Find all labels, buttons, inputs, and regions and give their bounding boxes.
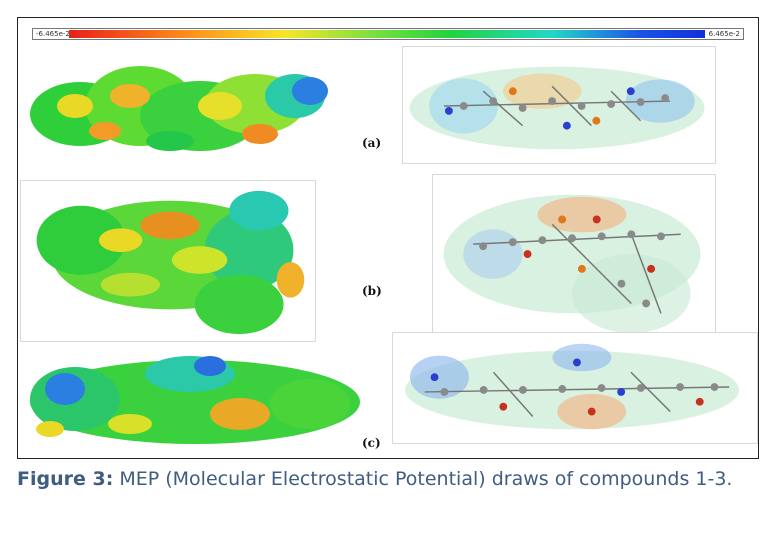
scale-min-label: -6.465e-2 bbox=[36, 30, 70, 38]
figure-frame: -6.465e-2 6.465e-2 bbox=[17, 17, 759, 459]
panel-label-a: (a) bbox=[362, 136, 382, 150]
panel-label-b: (b) bbox=[362, 284, 382, 298]
panel-label-c: (c) bbox=[362, 436, 381, 450]
caption-text: MEP (Molecular Electrostatic Potential) … bbox=[119, 468, 733, 490]
figure-caption: Figure 3: MEP (Molecular Electrostatic P… bbox=[17, 465, 761, 494]
mep-molecule-c bbox=[392, 332, 758, 444]
mep-surface-b bbox=[20, 180, 316, 342]
figure-number: Figure 3: bbox=[17, 468, 114, 490]
color-gradient bbox=[69, 30, 705, 38]
mep-surface-c bbox=[20, 344, 368, 456]
color-scale-bar: -6.465e-2 6.465e-2 bbox=[32, 28, 744, 40]
mep-molecule-a bbox=[402, 46, 716, 164]
mep-surface-a bbox=[20, 46, 350, 164]
mep-molecule-b bbox=[432, 174, 716, 344]
scale-max-label: 6.465e-2 bbox=[708, 30, 740, 38]
